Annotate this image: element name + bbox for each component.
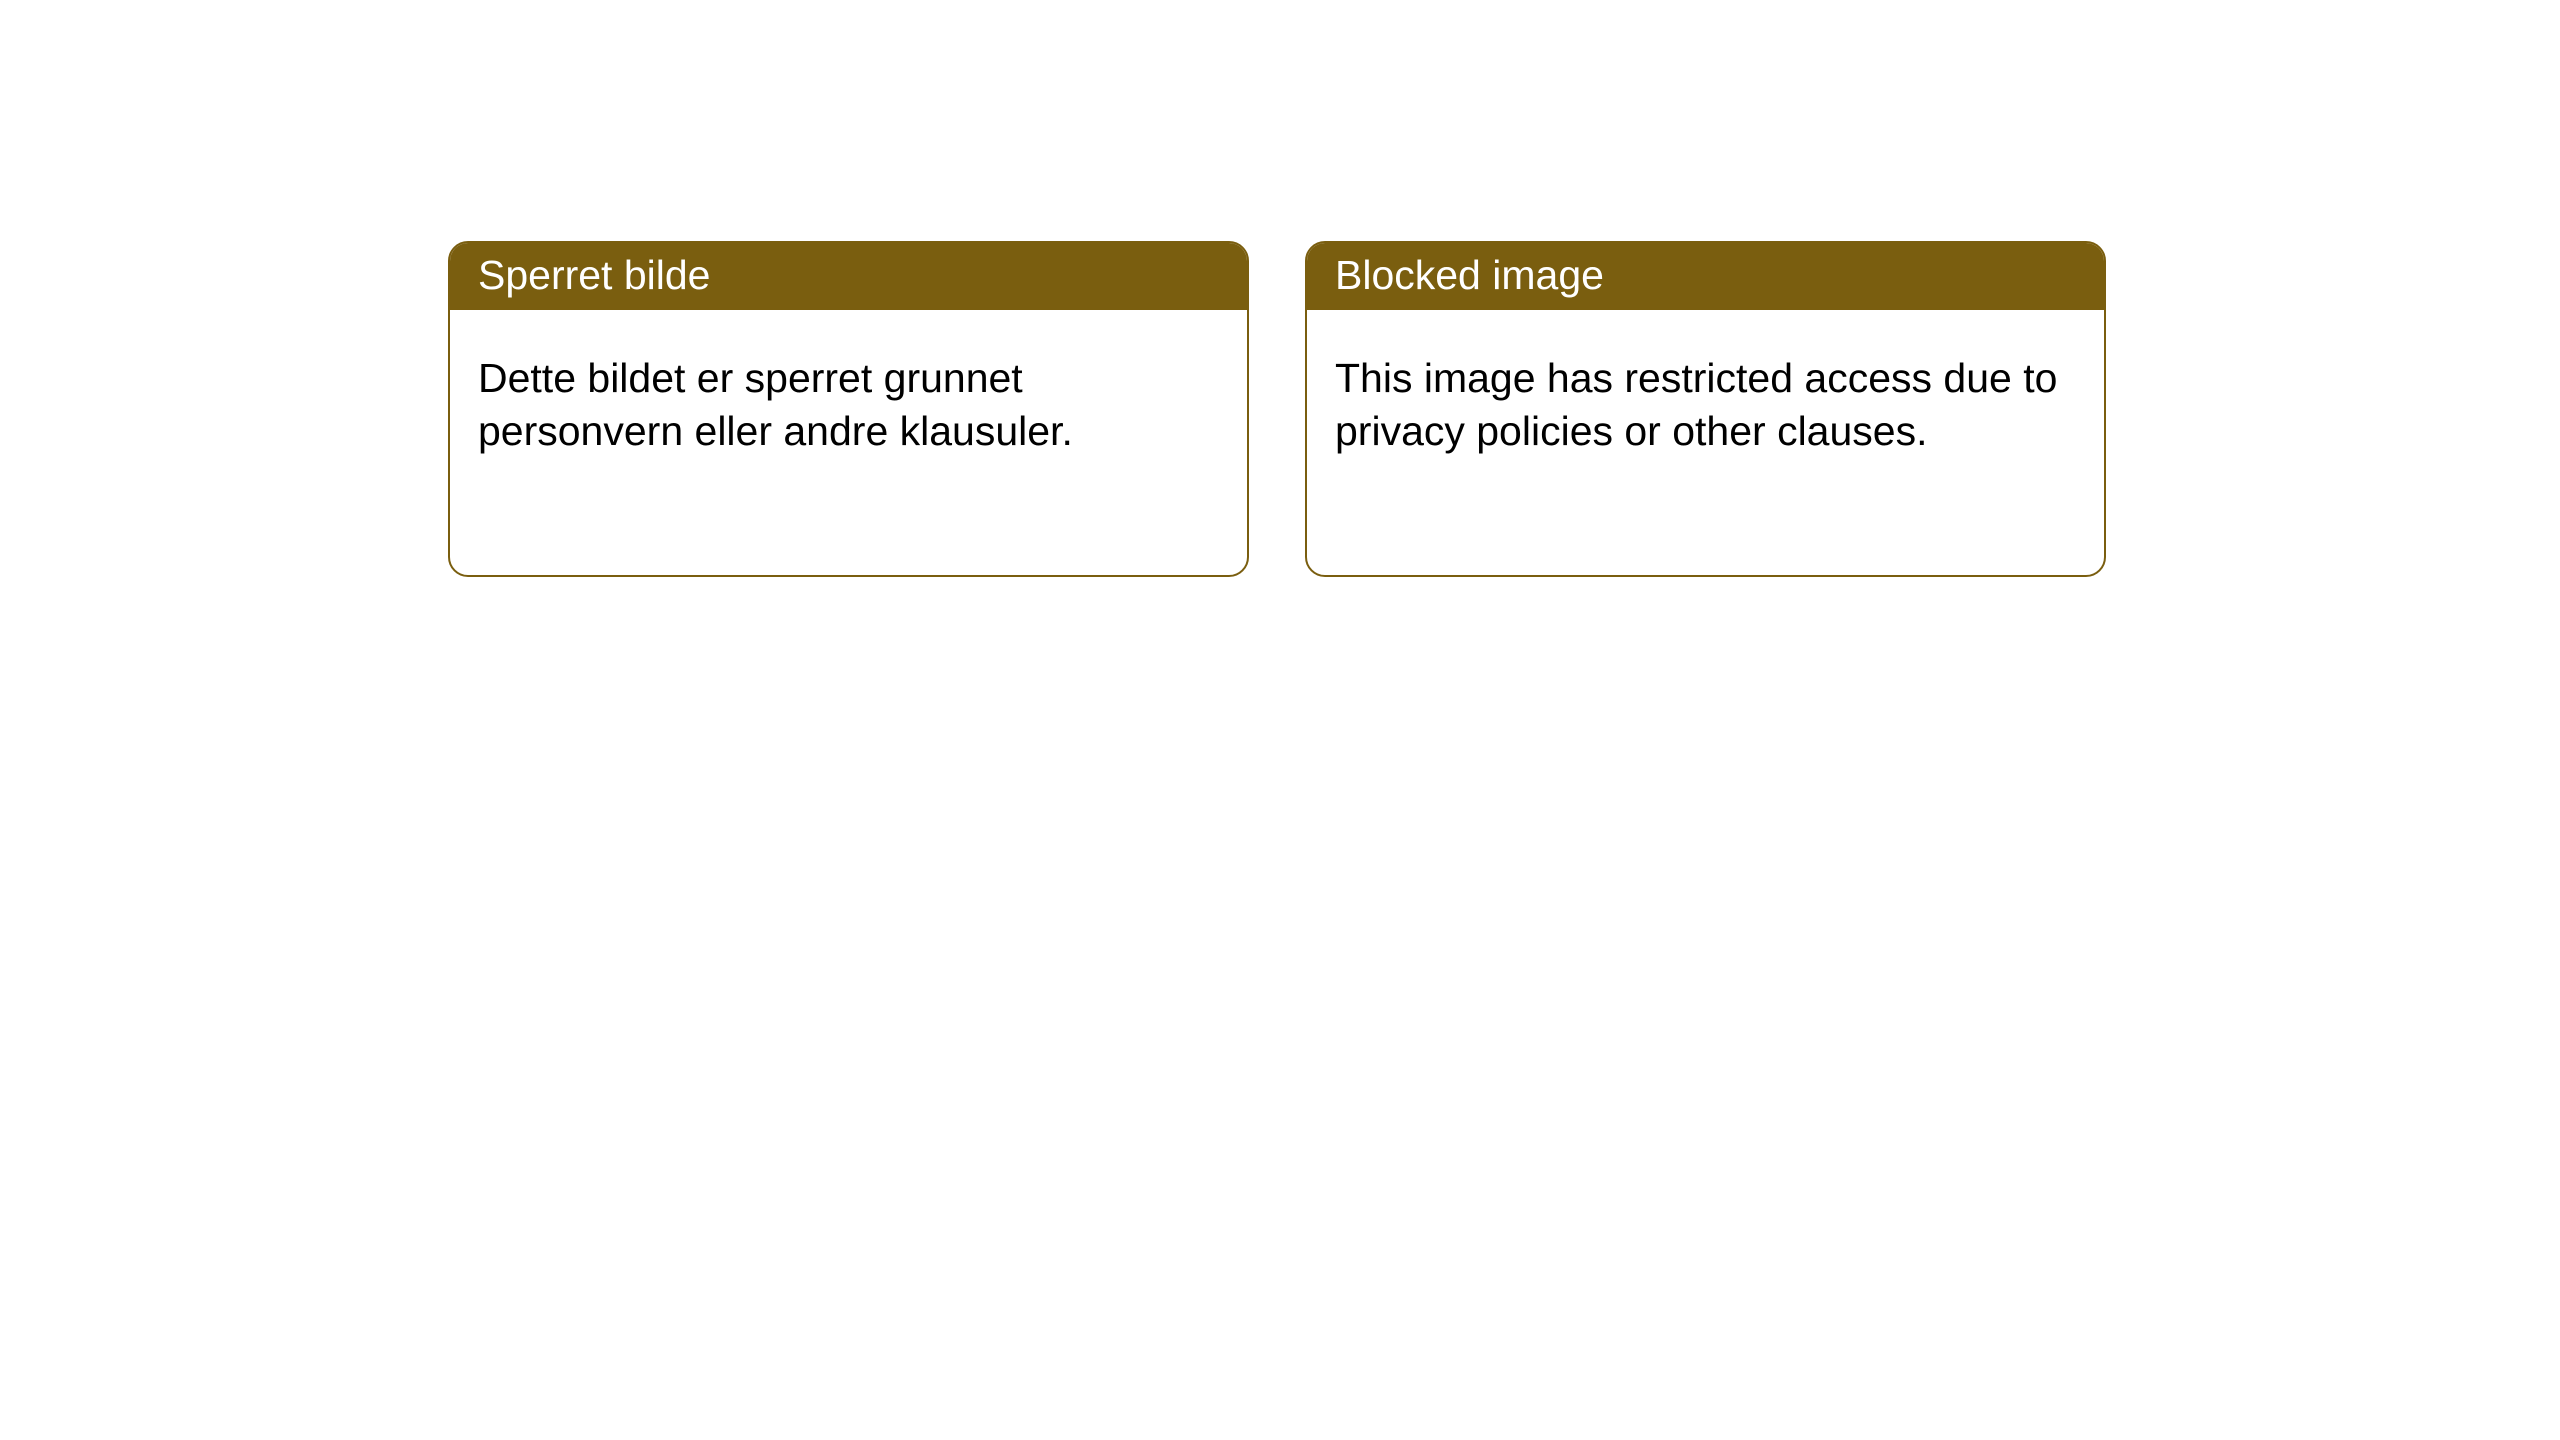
notice-container: Sperret bilde Dette bildet er sperret gr…	[0, 0, 2560, 577]
notice-header: Blocked image	[1307, 243, 2104, 310]
notice-header: Sperret bilde	[450, 243, 1247, 310]
notice-body: Dette bildet er sperret grunnet personve…	[450, 310, 1247, 485]
notice-card-english: Blocked image This image has restricted …	[1305, 241, 2106, 577]
notice-body: This image has restricted access due to …	[1307, 310, 2104, 485]
notice-card-norwegian: Sperret bilde Dette bildet er sperret gr…	[448, 241, 1249, 577]
